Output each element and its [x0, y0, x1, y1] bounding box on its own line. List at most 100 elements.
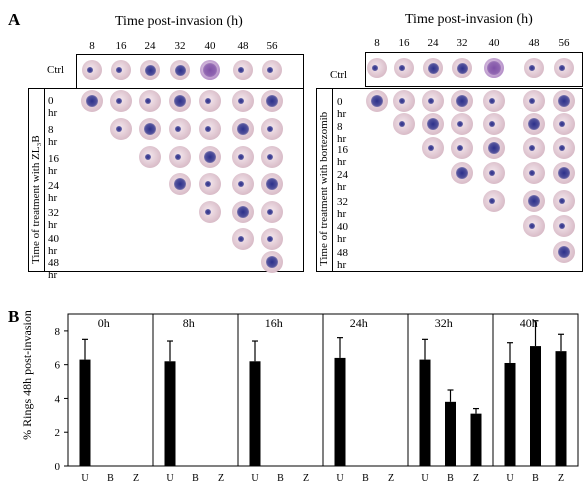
- parasite-stain: [558, 197, 566, 205]
- parasite-stain: [203, 150, 217, 164]
- treated-cell: [261, 228, 283, 250]
- treated-cell: [261, 173, 283, 195]
- treated-cell: [553, 90, 575, 112]
- parasite-stain: [204, 208, 212, 216]
- bar: [504, 362, 516, 466]
- parasite-stain: [238, 67, 244, 73]
- treated-cell: [523, 90, 545, 112]
- right-hour-32: 32: [456, 37, 468, 49]
- category-label: U: [166, 473, 174, 482]
- category-label: B: [277, 473, 284, 482]
- parasite-stain: [174, 153, 182, 161]
- left-hour-32: 32: [174, 40, 186, 52]
- group-label: 16h: [265, 316, 283, 330]
- parasite-stain: [456, 144, 464, 152]
- parasite-stain: [265, 177, 279, 191]
- parasite-stain: [488, 120, 496, 128]
- treated-cell: [232, 118, 254, 140]
- parasite-stain: [427, 97, 435, 105]
- left-ctrl-label: Ctrl: [47, 64, 65, 76]
- left-hour-40: 40: [204, 40, 216, 52]
- parasite-stain: [204, 125, 212, 133]
- ctrl-cell: [233, 60, 253, 80]
- treated-cell: [393, 90, 415, 112]
- parasite-stain: [115, 125, 123, 133]
- parasite-stain: [174, 125, 182, 133]
- parasite-stain: [236, 205, 250, 219]
- ctrl-cell: [111, 60, 131, 80]
- parasite-stain: [204, 180, 212, 188]
- left-hour-48: 48: [237, 40, 249, 52]
- parasite-stain: [237, 235, 245, 243]
- parasite-stain: [488, 97, 496, 105]
- treated-cell: [261, 90, 283, 112]
- treated-cell: [169, 173, 191, 195]
- right-hour-24: 24: [427, 37, 439, 49]
- treated-cell: [110, 90, 132, 112]
- parasite-stain: [557, 245, 571, 259]
- parasite-stain: [527, 194, 541, 208]
- treated-cell: [523, 113, 545, 135]
- parasite-stain: [372, 65, 378, 71]
- left-hour-8: 8: [89, 40, 95, 52]
- parasite-stain: [528, 222, 536, 230]
- parasite-stain: [173, 94, 187, 108]
- treated-cell: [199, 146, 221, 168]
- parasite-stain: [488, 197, 496, 205]
- treated-cell: [553, 113, 575, 135]
- left-row-40: 40 hr: [48, 233, 59, 257]
- category-label: B: [532, 473, 539, 482]
- parasite-stain: [144, 97, 152, 105]
- parasite-stain: [265, 94, 279, 108]
- bar: [249, 361, 261, 466]
- right-time-title: Time post-invasion (h): [405, 12, 533, 27]
- right-row-8: 8 hr: [337, 121, 347, 145]
- category-label: B: [447, 473, 454, 482]
- category-label: U: [336, 473, 344, 482]
- treated-cell: [169, 146, 191, 168]
- bar: [79, 359, 91, 466]
- left-hour-labels: 8 16 24 32 40 48 56: [0, 40, 300, 54]
- category-label: Z: [388, 473, 394, 482]
- bar: [334, 357, 346, 466]
- treated-cell: [523, 162, 545, 184]
- treated-cell: [139, 118, 161, 140]
- treated-cell: [169, 118, 191, 140]
- treated-cell: [139, 90, 161, 112]
- parasite-stain: [529, 65, 535, 71]
- treated-cell: [110, 118, 132, 140]
- treated-cell: [553, 241, 575, 263]
- ctrl-cell: [262, 60, 282, 80]
- group-label: 24h: [350, 316, 368, 330]
- bar: [445, 401, 456, 466]
- treated-cell: [451, 90, 473, 112]
- parasite-stain: [116, 67, 122, 73]
- parasite-stain: [115, 97, 123, 105]
- right-hour-40: 40: [488, 37, 500, 49]
- treated-cell: [232, 201, 254, 223]
- treated-cell: [261, 251, 283, 273]
- right-row-40: 40 hr: [337, 221, 348, 245]
- category-label: Z: [133, 473, 139, 482]
- left-vertical-label: Time of treatment with ZL₃B: [30, 135, 42, 264]
- parasite-stain: [370, 94, 384, 108]
- parasite-stain: [398, 97, 406, 105]
- ctrl-cell: [423, 58, 443, 78]
- parasite-stain: [236, 122, 250, 136]
- ctrl-cell: [394, 58, 414, 78]
- category-label: B: [362, 473, 369, 482]
- parasite-stain: [456, 62, 468, 74]
- parasite-stain: [487, 61, 501, 75]
- parasite-stain: [144, 153, 152, 161]
- treated-cell: [393, 113, 415, 135]
- treated-cell: [139, 146, 161, 168]
- category-label: Z: [303, 473, 309, 482]
- parasite-stain: [237, 97, 245, 105]
- bar: [164, 361, 176, 466]
- right-hour-56: 56: [558, 37, 570, 49]
- right-hour-16: 16: [398, 37, 410, 49]
- category-label: Z: [558, 473, 564, 482]
- category-label: Z: [473, 473, 479, 482]
- treated-cell: [451, 113, 473, 135]
- treated-cell: [483, 137, 505, 159]
